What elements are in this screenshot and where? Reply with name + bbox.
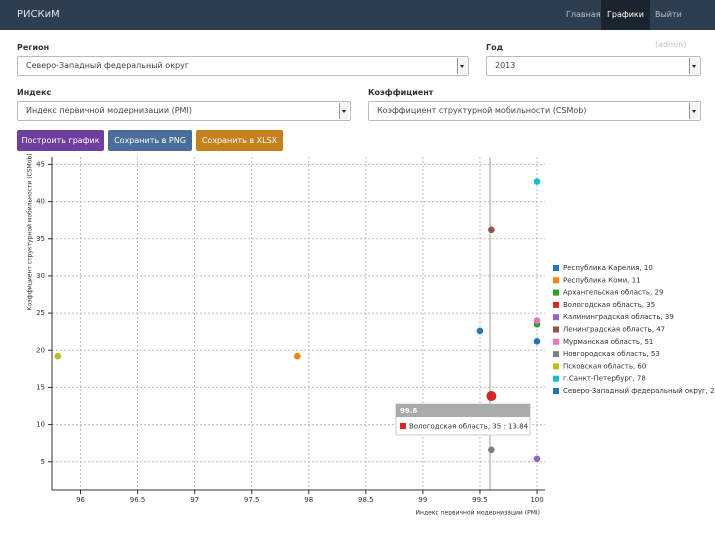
tooltip-title: 99.6 — [400, 407, 417, 415]
index-label: Индекс — [17, 88, 52, 97]
tooltip-swatch — [400, 423, 406, 429]
legend-label: Архангельская область, 29 — [563, 289, 663, 297]
png-button[interactable]: Сохранить в PNG — [108, 130, 192, 151]
x-tick-label: 98 — [304, 496, 313, 504]
point — [54, 352, 62, 360]
tooltip: 99.6 Вологодская область, 35 : 13.84 — [395, 403, 531, 436]
region-value: Северо-Западный федеральный округ — [26, 61, 190, 70]
dropdown-arrow — [339, 103, 349, 119]
legend-swatch — [553, 388, 559, 394]
legend-label: г.Санкт-Петербург, 78 — [563, 375, 646, 383]
coefficient-label: Коэффициент — [368, 88, 434, 97]
x-tick-label: 100 — [530, 496, 543, 504]
legend-swatch — [553, 375, 559, 382]
legend-swatch — [553, 277, 559, 284]
y-tick-label: 40 — [36, 198, 45, 206]
legend-swatch — [553, 326, 559, 333]
x-tick-label: 98.5 — [358, 496, 374, 504]
coefficient-select[interactable]: Коэффициент структурной мобильности (CSM… — [368, 101, 701, 121]
x-axis-label: Индекс первичной модернизации (PMI) — [416, 510, 540, 516]
year-label: Год — [486, 43, 504, 52]
index-value: Индекс первичной модернизации (PMI) — [26, 106, 192, 115]
legend-label: Вологодская область, 35 — [563, 301, 655, 309]
legend-label: Новгородская область, 53 — [563, 350, 660, 358]
point — [533, 317, 541, 324]
region-label: Регион — [17, 43, 50, 52]
tooltip-header — [396, 404, 530, 417]
xlsx-button[interactable]: Сохранить в XLSX — [196, 130, 283, 151]
navbar: РИСКиМ Главная Графики Выйти (admin) — [0, 0, 715, 49]
legend-swatch — [553, 338, 559, 345]
point — [294, 352, 301, 360]
dropdown-arrow — [689, 58, 699, 74]
index-select[interactable]: Индекс первичной модернизации (PMI) — [17, 101, 351, 121]
build-button[interactable]: Построить график — [17, 130, 104, 151]
legend-swatch — [553, 363, 559, 370]
chart: 96 96.5 97 97.5 98 98.5 99 99.5 100 5 10 15 20 25 30 35… — [27, 153, 715, 516]
y-axis-label: Коэффициент структурной мобильности (CSM… — [27, 153, 34, 310]
legend-swatch — [553, 314, 559, 321]
x-tick-label: 97 — [190, 496, 199, 504]
point — [533, 338, 541, 345]
legend-label: Ленинградская область, 47 — [563, 326, 665, 334]
brand[interactable]: РИСКиМ — [17, 9, 60, 20]
point — [476, 327, 484, 335]
legend-label: Северо-Западный федеральный округ, 200 — [563, 387, 715, 395]
y-tick-label: 10 — [36, 421, 45, 429]
year-select[interactable]: 2013 — [486, 56, 701, 76]
legend-swatch — [553, 265, 559, 271]
legend-swatch — [553, 301, 559, 308]
coefficient-value: Коэффициент структурной мобильности (CSM… — [377, 106, 587, 115]
tooltip-text: Вологодская область, 35 : 13.84 — [409, 423, 529, 431]
legend-label: Калининградская область, 39 — [563, 313, 674, 321]
dropdown-arrow — [457, 58, 467, 74]
x-tick-label: 97.5 — [244, 496, 260, 504]
point — [488, 226, 495, 234]
x-tick-label: 96.5 — [130, 496, 146, 504]
y-tick-label: 20 — [36, 346, 45, 354]
dropdown-arrow — [689, 103, 699, 119]
x-tick-label: 96 — [76, 496, 85, 504]
region-select[interactable]: Северо-Западный федеральный округ — [17, 56, 469, 76]
y-tick-label: 45 — [36, 160, 45, 168]
legend-swatch — [553, 289, 559, 296]
y-tick-label: 5 — [41, 458, 45, 466]
legend-label: Республика Коми, 11 — [563, 276, 641, 284]
x-tick-label: 99 — [418, 496, 427, 504]
legend-label: Мурманская область, 51 — [563, 338, 653, 346]
year-value: 2013 — [495, 61, 516, 70]
y-tick-label: 15 — [36, 383, 45, 391]
legend-label: Псковская область, 60 — [563, 362, 646, 370]
point — [486, 391, 497, 402]
legend-swatch — [553, 351, 559, 358]
point — [488, 446, 495, 454]
point — [533, 455, 541, 463]
y-tick-label: 35 — [36, 235, 45, 243]
y-tick-label: 25 — [36, 309, 45, 317]
nav-charts[interactable]: Графики — [601, 0, 650, 30]
x-tick-label: 99.5 — [472, 496, 488, 504]
legend-label: Республика Карелия, 10 — [563, 264, 653, 272]
nav-logout[interactable]: Выйти (admin) — [655, 10, 687, 49]
point — [533, 178, 541, 185]
nav-home[interactable]: Главная — [566, 10, 601, 19]
y-tick-label: 30 — [36, 272, 45, 280]
